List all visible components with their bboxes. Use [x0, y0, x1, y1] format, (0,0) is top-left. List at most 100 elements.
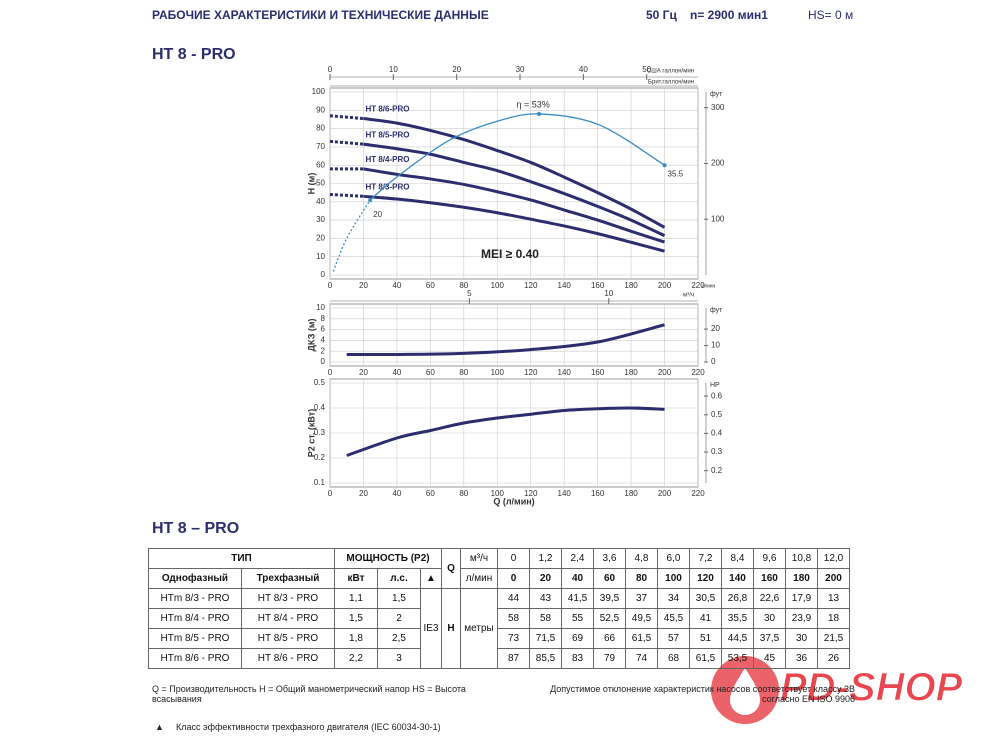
head-curve-extrapolated — [329, 139, 364, 146]
table-cell: 3 — [377, 648, 421, 669]
x-tick-label: 0 — [328, 489, 333, 498]
table-cell: 61,5 — [689, 648, 722, 669]
table-row: HTm 8/6 - PRO HT 8/6 - PRO 2,2 3 87 85,5 83 79 7… — [148, 648, 850, 669]
table-cell: л/мин — [460, 568, 498, 589]
table-cell: 73 — [497, 628, 530, 649]
top-tick-label: 5 — [467, 289, 472, 298]
curve — [346, 323, 665, 357]
y-tick-label: 10 — [316, 252, 325, 261]
x-tick-label: 120 — [524, 368, 538, 377]
y2-tick-label: 0.2 — [711, 466, 723, 475]
x-tick-label: 40 — [392, 281, 401, 290]
table-cell: ▲ — [420, 568, 442, 589]
table-cell: м³/ч — [460, 548, 498, 569]
x-tick-label: 200 — [658, 489, 672, 498]
table-cell: 22,6 — [753, 588, 786, 609]
table-cell: 87 — [497, 648, 530, 669]
table-cell: 17,9 — [785, 588, 818, 609]
table-cell: H — [441, 588, 461, 669]
top-tick-label: 40 — [579, 65, 588, 74]
y-tick-label: 30 — [316, 215, 325, 224]
x-tick-label: 0 — [328, 281, 333, 290]
table-cell: 2 — [377, 608, 421, 629]
table-cell: 43 — [529, 588, 562, 609]
table-cell: 34 — [657, 588, 690, 609]
table-title: HT 8 – PRO — [152, 520, 240, 537]
y2-tick-label: 0 — [711, 357, 716, 366]
table-cell: 26 — [817, 648, 850, 669]
table-cell: 79 — [593, 648, 626, 669]
series-label: HT 8/6-PRO — [365, 105, 409, 114]
y-tick-label: 0.1 — [314, 478, 326, 487]
table-cell: 1,2 — [529, 548, 562, 569]
top-tick-label: 30 — [516, 65, 525, 74]
x-tick-label: 80 — [459, 489, 468, 498]
table-cell: 85,5 — [529, 648, 562, 669]
y-tick-label: 8 — [321, 314, 326, 323]
y2-axis-label: HP — [710, 382, 720, 389]
top-tick-label: 0 — [328, 65, 333, 74]
table-cell: 160 — [753, 568, 786, 589]
table-cell: 1,5 — [377, 588, 421, 609]
table-cell: 21,5 — [817, 628, 850, 649]
y2-tick-label: 300 — [711, 103, 725, 112]
x-axis-unit: л/мин — [702, 283, 716, 289]
efficiency-class: Класс эффективности трехфазного двигател… — [176, 722, 441, 732]
table-cell: кВт — [334, 568, 378, 589]
table-cell: 100 — [657, 568, 690, 589]
table-cell: 2,5 — [377, 628, 421, 649]
head-curve — [363, 167, 666, 244]
x-tick-label: 220 — [691, 368, 705, 377]
x-tick-label: 60 — [426, 281, 435, 290]
y-tick-label: 6 — [321, 325, 326, 334]
table-cell: HTm 8/4 - PRO — [148, 608, 242, 629]
table-cell: 1,5 — [334, 608, 378, 629]
table-cell: 55 — [561, 608, 594, 629]
plot-frame — [329, 303, 699, 367]
table-cell: 40 — [561, 568, 594, 589]
table-cell: 7,2 — [689, 548, 722, 569]
efficiency-point — [368, 197, 373, 202]
table-cell: HTm 8/3 - PRO — [148, 588, 242, 609]
y-tick-label: 0.5 — [314, 378, 326, 387]
table-cell: 41,5 — [561, 588, 594, 609]
frequency: 50 Гц — [646, 8, 677, 22]
table-cell: 120 — [689, 568, 722, 589]
x-axis-label: Q (л/мин) — [493, 496, 534, 506]
table-cell: 68 — [657, 648, 690, 669]
table-cell: 44,5 — [721, 628, 754, 649]
x-tick-label: 100 — [491, 489, 505, 498]
table-cell: 69 — [561, 628, 594, 649]
x-tick-label: 20 — [359, 489, 368, 498]
table-cell: 58 — [497, 608, 530, 629]
table-cell: 200 — [817, 568, 850, 589]
table-cell: МОЩНОСТЬ (P2) — [334, 548, 442, 569]
top-axis-label: США галлон/мин — [647, 69, 694, 75]
table-cell: 39,5 — [593, 588, 626, 609]
x-tick-label: 160 — [591, 368, 605, 377]
table-cell: 12,0 — [817, 548, 850, 569]
x-tick-label: 40 — [392, 489, 401, 498]
table-cell: 30 — [785, 628, 818, 649]
x-tick-label: 200 — [658, 281, 672, 290]
table-cell: метры — [460, 588, 498, 669]
y-axis-label: H (м) — [306, 173, 316, 195]
table-cell: 2,4 — [561, 548, 594, 569]
table-cell: HT 8/5 - PRO — [241, 628, 335, 649]
y-tick-label: 0 — [321, 357, 326, 366]
y-tick-label: 60 — [316, 160, 325, 169]
y-tick-label: 40 — [316, 197, 325, 206]
y2-tick-label: 0.3 — [711, 447, 723, 456]
top-tick-label: 10 — [389, 65, 398, 74]
x-tick-label: 160 — [591, 489, 605, 498]
head-curve — [363, 117, 666, 229]
x-tick-label: 60 — [426, 368, 435, 377]
table-cell: 1,8 — [334, 628, 378, 649]
table-cell: ТИП — [148, 548, 335, 569]
speed: n= 2900 мин1 — [690, 8, 768, 22]
top-tick-label: 10 — [604, 289, 613, 298]
y2-tick-label: 100 — [711, 214, 725, 223]
